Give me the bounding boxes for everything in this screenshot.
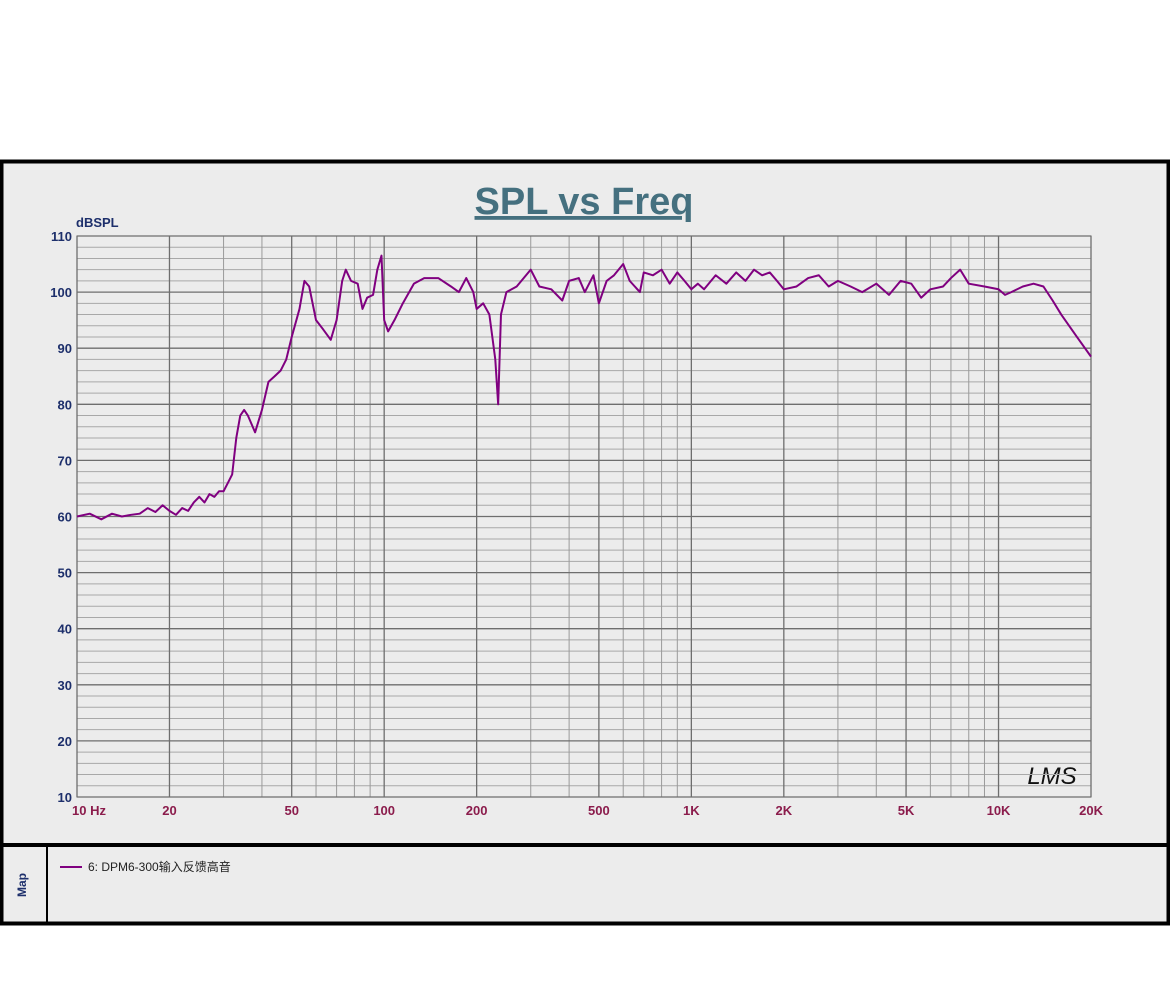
x-tick-label: 20K: [1079, 803, 1103, 818]
x-tick-label: 100: [373, 803, 395, 818]
x-tick-label: 10 Hz: [72, 803, 106, 818]
data-line: [76, 254, 1092, 521]
x-tick-label: 200: [466, 803, 488, 818]
y-tick-label: 40: [58, 622, 72, 637]
x-tick-label: 1K: [683, 803, 700, 818]
y-tick-label: 80: [58, 397, 72, 412]
x-tick-label: 2K: [776, 803, 793, 818]
y-tick-label: 70: [58, 453, 72, 468]
y-tick-label: 110: [51, 229, 72, 244]
y-tick-label: 50: [58, 566, 72, 581]
legend-title: Map: [15, 873, 29, 897]
chart-title: SPL vs Freq: [475, 181, 694, 223]
y-tick-label: 100: [50, 285, 72, 300]
x-tick-label: 10K: [987, 803, 1011, 818]
x-tick-label: 50: [284, 803, 298, 818]
y-tick-label: 90: [58, 341, 72, 356]
y-tick-label: 10: [58, 790, 72, 805]
y-axis-label: dBSPL: [76, 215, 119, 230]
x-tick-label: 500: [588, 803, 610, 818]
y-tick-label: 60: [58, 510, 72, 525]
legend-label: 6: DPM6-300输入反馈高音: [88, 859, 231, 874]
x-tick-label: 20: [162, 803, 176, 818]
y-tick-label: 20: [58, 734, 72, 749]
y-tick-label: 30: [58, 678, 72, 693]
x-tick-label: 5K: [898, 803, 915, 818]
